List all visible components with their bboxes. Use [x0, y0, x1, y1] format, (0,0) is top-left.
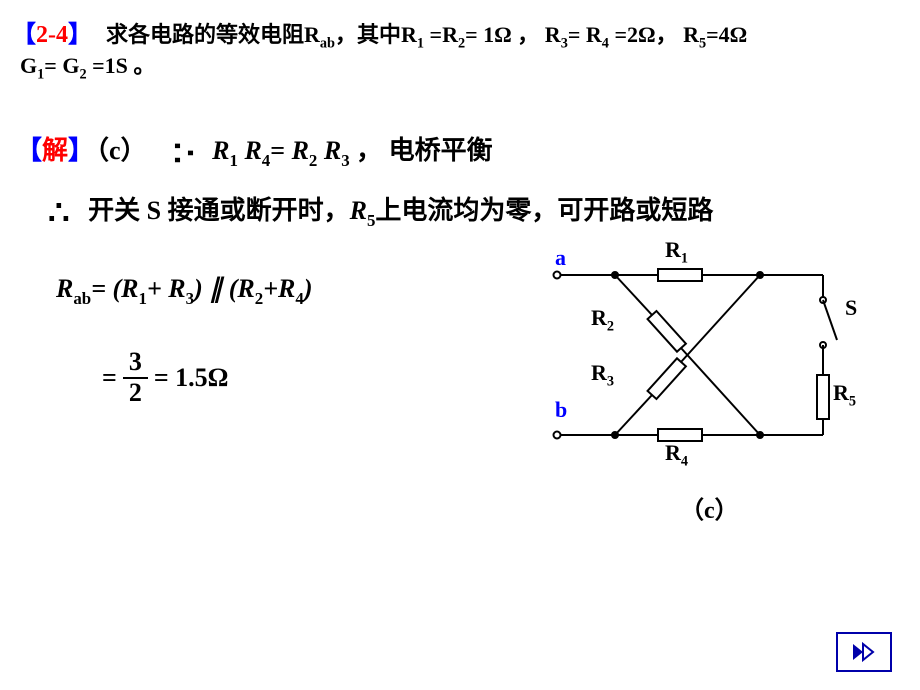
bracket-close: 】 [68, 22, 92, 48]
problem-header: 【2-4】 求各电路的等效电阻Rab，其中R1 =R2= 1Ω ， R3= R4… [12, 14, 900, 53]
because-text: R1 R4= R2 R3 ， 电桥平衡 [212, 136, 493, 165]
label-b: b [555, 397, 567, 423]
because-symbol: ∴ [163, 142, 203, 164]
label-r2: R2 [591, 305, 614, 336]
label-r3: R3 [591, 360, 614, 391]
fraction: 3 2 [123, 348, 148, 407]
problem-text-line2: G1= G2 =1S 。 [20, 48, 155, 84]
circuit-diagram: a b R1 R2 R3 R4 R5 S [545, 245, 865, 475]
problem-number: 【2-4】 [12, 22, 98, 48]
figure-label: （c） [680, 490, 739, 525]
solution-label: 【解】（c） [16, 130, 147, 167]
therefore-line: ∴ 开关 S 接通或断开时，R5上电流均为零，可开路或短路 [48, 190, 713, 233]
bracket-open: 【 [12, 22, 36, 48]
label-s: S [845, 295, 857, 321]
label-r4: R4 [665, 440, 688, 471]
label-r1: R1 [665, 237, 688, 268]
therefore-symbol: ∴ [48, 193, 70, 233]
label-a: a [555, 245, 566, 271]
fraction-result: = 3 2 = 1.5Ω [102, 348, 228, 407]
therefore-text: 开关 S 接通或断开时，R5上电流均为零，可开路或短路 [88, 196, 713, 225]
label-r5: R5 [833, 380, 856, 411]
next-button[interactable] [836, 632, 892, 672]
rab-equation: Rab= (R1+ R3) ∥ (R2+R4) [56, 274, 313, 309]
problem-text-line1: 求各电路的等效电阻Rab，其中R1 =R2= 1Ω ， R3= R4 =2Ω， … [106, 22, 747, 47]
because-line: ∴ R1 R4= R2 R3 ， 电桥平衡 [172, 130, 493, 173]
play-icon [847, 640, 881, 664]
